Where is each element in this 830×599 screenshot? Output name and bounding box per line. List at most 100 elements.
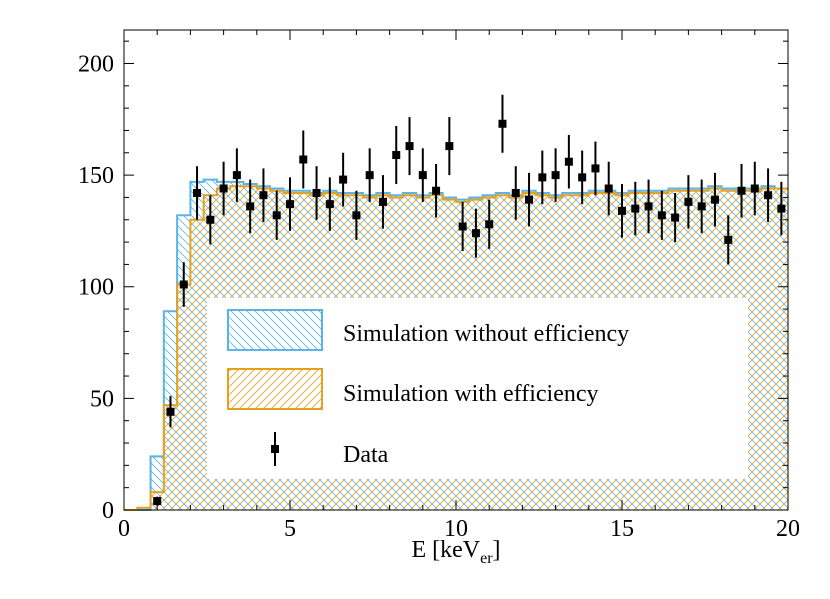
- data-point: [578, 150, 587, 205]
- data-points: [153, 94, 786, 506]
- data-point-marker: [564, 157, 573, 166]
- data-point: [153, 496, 162, 506]
- data-point: [445, 117, 454, 176]
- legend-entry-with-efficiency: Simulation with efficiency: [227, 368, 599, 410]
- data-point: [604, 161, 613, 216]
- data-point-marker: [418, 171, 427, 180]
- legend-entry-data: Data: [271, 432, 389, 468]
- data-point: [724, 215, 733, 265]
- data-point-marker: [325, 200, 334, 209]
- data-point-marker: [219, 184, 228, 193]
- data-point: [325, 177, 334, 231]
- data-point: [498, 94, 507, 153]
- legend-label-data: Data: [343, 442, 389, 468]
- legend-label-without-efficiency: Simulation without efficiency: [343, 321, 629, 347]
- data-point-marker: [710, 195, 719, 204]
- data-point: [551, 148, 560, 202]
- data-point: [286, 177, 294, 231]
- data-point: [458, 201, 467, 252]
- data-point-marker: [498, 119, 507, 128]
- data-point-marker: [538, 173, 547, 182]
- x-axis-title: E [keVer]: [411, 537, 500, 567]
- x-axis-ticks: 0 5 10 15 20: [118, 30, 800, 542]
- data-point-marker: [286, 200, 294, 209]
- data-point-marker: [259, 191, 268, 200]
- data-point: [206, 195, 215, 245]
- data-point: [365, 148, 374, 202]
- data-point: [219, 161, 228, 216]
- data-point: [378, 175, 387, 229]
- data-point-marker: [193, 188, 202, 197]
- y-tick-label: 0: [102, 498, 114, 524]
- data-point: [511, 166, 520, 220]
- x-tick-label: 20: [776, 516, 800, 542]
- data-point: [737, 163, 746, 218]
- data-point: [418, 148, 427, 202]
- data-point-marker: [432, 186, 441, 195]
- data-point: [657, 190, 666, 240]
- data-point-marker: [166, 407, 175, 416]
- data-point: [684, 175, 693, 229]
- data-point-marker: [299, 155, 308, 164]
- data-point-marker: [378, 197, 387, 206]
- data-point: [471, 208, 480, 258]
- data-point: [538, 150, 547, 205]
- data-point: [272, 190, 281, 240]
- x-tick-label: 10: [444, 516, 468, 542]
- data-point-marker: [179, 280, 188, 289]
- data-point-marker: [153, 497, 162, 506]
- x-tick-label: 5: [284, 516, 296, 542]
- data-point: [392, 126, 401, 185]
- data-point-marker: [618, 206, 626, 215]
- data-point: [432, 163, 441, 218]
- data-point: [339, 152, 348, 207]
- data-point: [631, 181, 640, 236]
- legend-swatch-with-efficiency: [227, 368, 323, 410]
- data-point-marker: [777, 204, 786, 213]
- data-point-marker: [392, 151, 401, 160]
- data-point: [750, 161, 759, 216]
- data-point: [246, 179, 255, 234]
- data-point-marker: [525, 195, 534, 204]
- data-point-marker: [232, 171, 241, 180]
- y-axis-ticks: 0 50 100 150 200: [78, 40, 788, 524]
- data-point: [777, 181, 786, 236]
- data-point: [232, 148, 241, 202]
- data-point: [259, 168, 268, 222]
- data-point-marker: [206, 215, 215, 224]
- data-point-marker: [485, 220, 494, 229]
- data-point: [193, 166, 202, 220]
- data-point-marker: [578, 173, 587, 182]
- data-point-marker: [697, 202, 706, 211]
- data-point: [166, 396, 175, 428]
- data-point-marker: [604, 184, 613, 193]
- data-point: [405, 117, 414, 176]
- data-point: [697, 179, 706, 234]
- data-point-marker: [737, 186, 746, 195]
- data-point: [179, 262, 188, 307]
- data-point: [564, 134, 573, 189]
- y-tick-label: 100: [78, 275, 114, 301]
- data-point: [299, 130, 308, 189]
- data-point-marker: [644, 202, 653, 211]
- legend-data-marker: [271, 445, 279, 453]
- data-point: [312, 166, 321, 220]
- y-tick-label: 50: [90, 386, 114, 412]
- data-point: [591, 141, 600, 196]
- legend: Simulation without efficiency Simulation…: [227, 309, 629, 468]
- data-point: [618, 184, 626, 238]
- data-point: [352, 190, 361, 240]
- data-point-marker: [458, 222, 467, 231]
- data-point-marker: [591, 164, 600, 173]
- data-point-marker: [511, 188, 520, 197]
- y-tick-label: 150: [78, 163, 114, 189]
- data-point-marker: [631, 204, 640, 213]
- data-point-marker: [312, 188, 321, 197]
- data-point-marker: [764, 191, 773, 200]
- data-point-marker: [471, 229, 480, 238]
- y-tick-label: 200: [78, 51, 114, 77]
- legend-entry-without-efficiency: Simulation without efficiency: [227, 309, 629, 351]
- data-point: [485, 199, 494, 249]
- x-tick-label: 15: [610, 516, 634, 542]
